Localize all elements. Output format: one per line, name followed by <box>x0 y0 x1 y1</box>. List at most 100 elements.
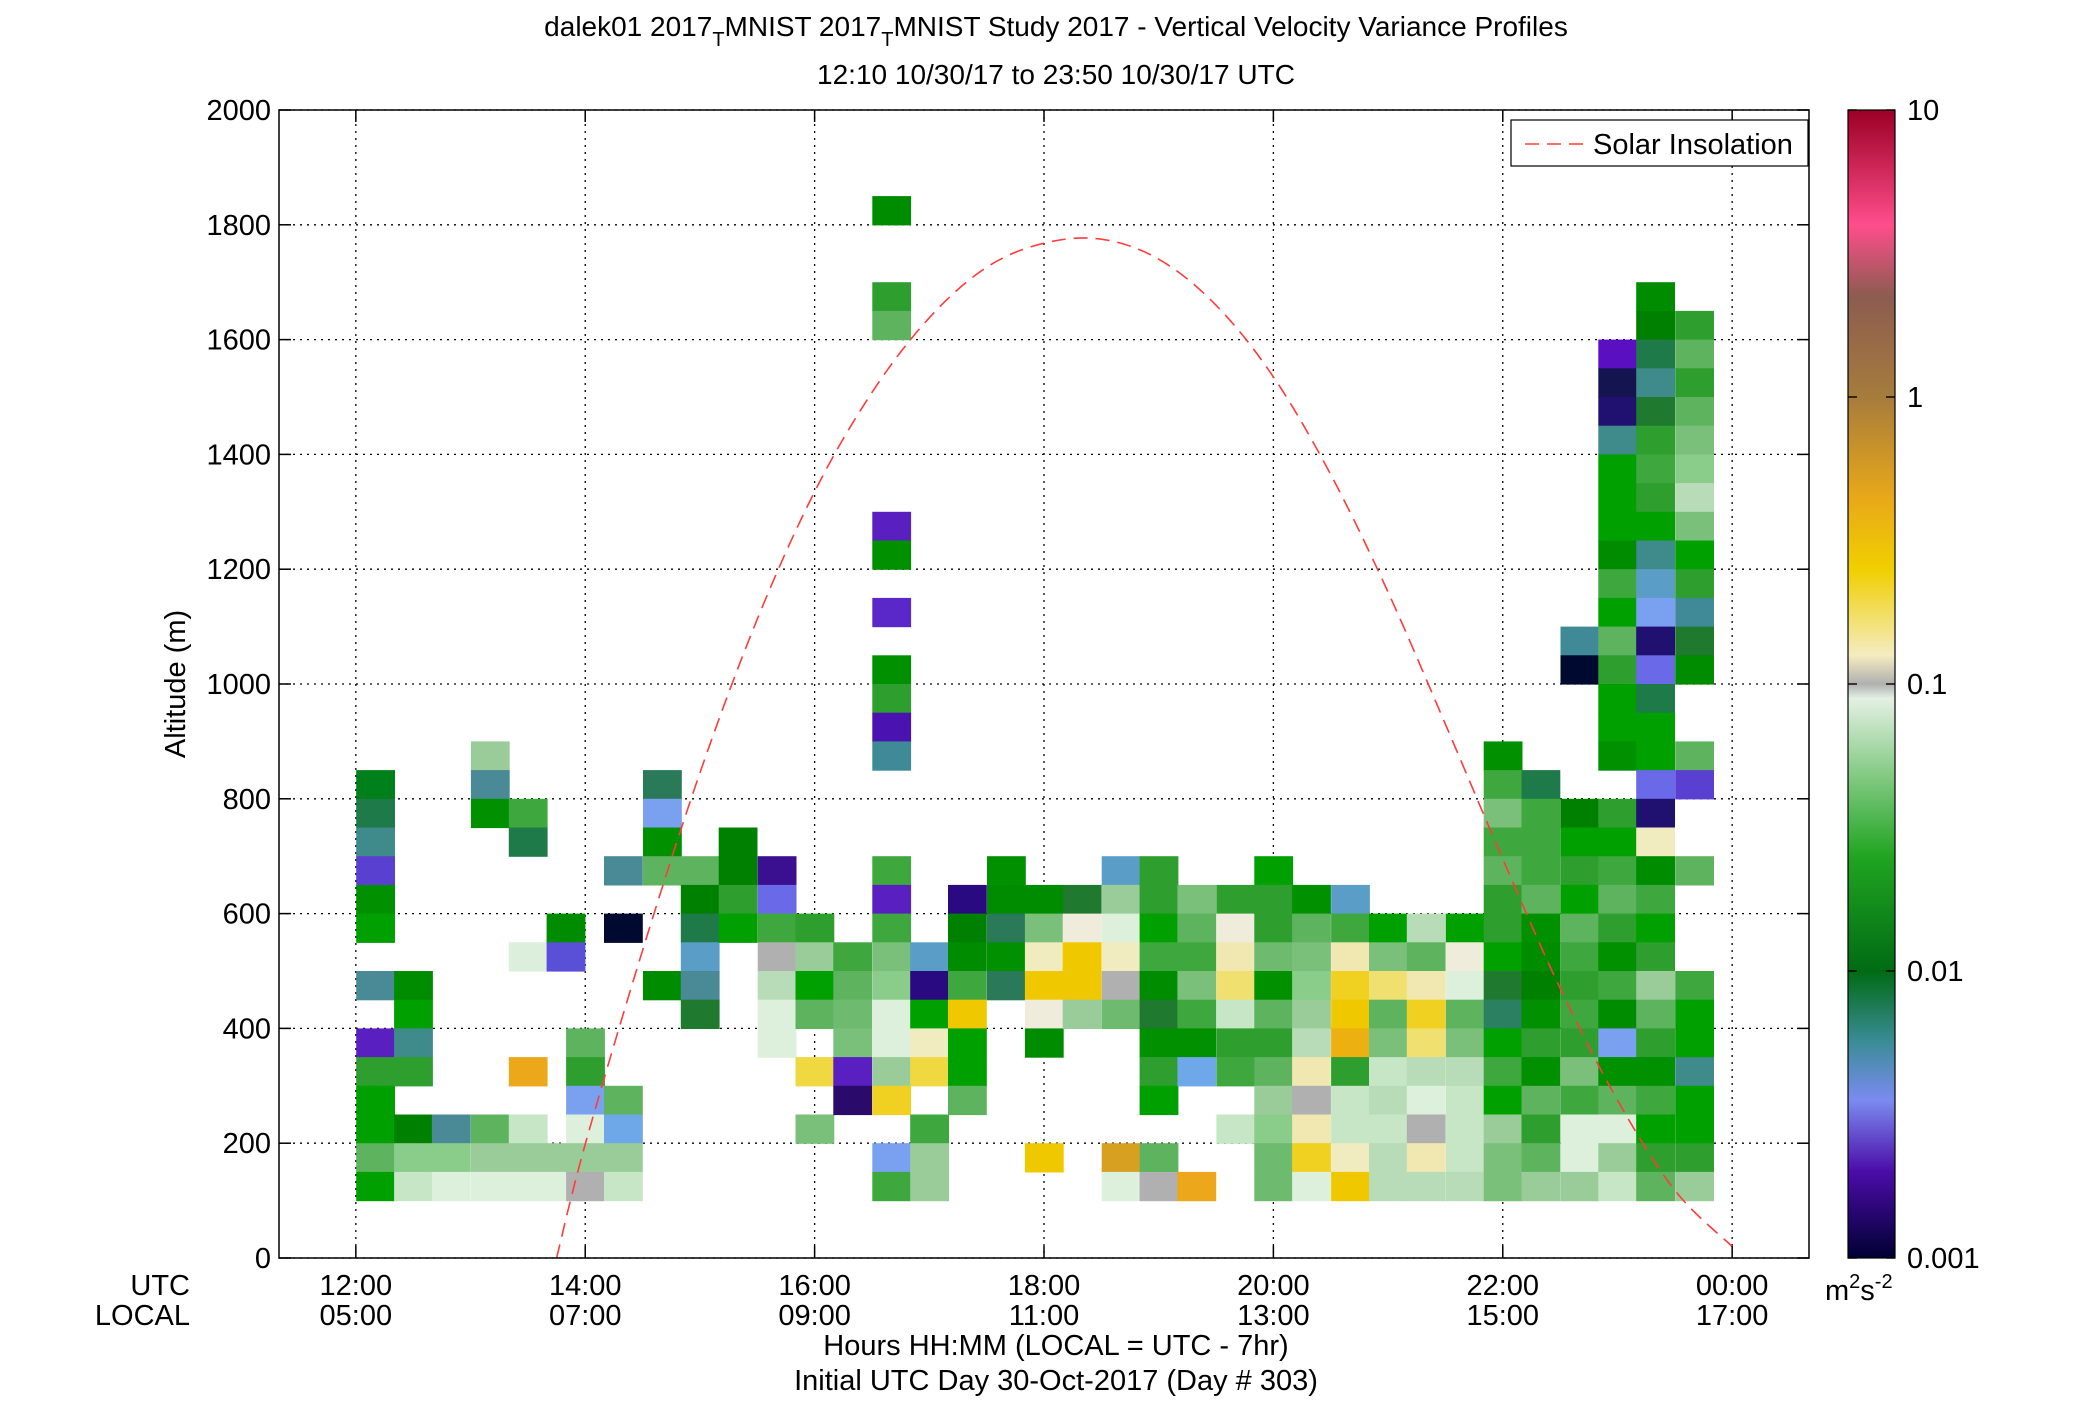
heatmap-cell <box>1062 999 1102 1029</box>
heatmap-cell <box>833 942 873 972</box>
heatmap-cell <box>1292 913 1331 943</box>
heatmap-cell <box>1483 1085 1523 1116</box>
heatmap-cell <box>1331 913 1370 943</box>
heatmap-cell <box>1521 1085 1561 1116</box>
heatmap-cell <box>795 913 835 943</box>
heatmap-cell <box>1177 1057 1217 1087</box>
heatmap-cell <box>356 770 395 800</box>
heatmap-cell <box>1292 884 1331 915</box>
x-tick-label-utc: 12:00 <box>320 1270 393 1302</box>
heatmap-cell <box>356 884 395 915</box>
heatmap-cell <box>1139 1028 1179 1058</box>
heatmap-cell <box>431 1171 471 1202</box>
x-row-name-local: LOCAL <box>95 1300 190 1332</box>
heatmap-cell <box>394 1028 433 1058</box>
heatmap-cell <box>1101 1143 1141 1173</box>
heatmap-cell <box>1598 597 1638 628</box>
heatmap-cell <box>910 1057 949 1087</box>
heatmap-cell <box>1598 1143 1638 1173</box>
heatmap-cell <box>833 1057 873 1087</box>
heatmap-cell <box>1598 827 1638 857</box>
heatmap-cell <box>1024 884 1064 915</box>
heatmap-cell <box>1406 999 1446 1029</box>
heatmap-cell <box>795 999 835 1029</box>
heatmap-cell <box>1024 1143 1064 1173</box>
heatmap-cell <box>1636 1085 1675 1116</box>
x-tick-label-utc: 14:00 <box>549 1270 622 1302</box>
heatmap-cell <box>1139 1057 1179 1087</box>
heatmap-cell <box>1560 626 1600 656</box>
heatmap-cell <box>1369 1057 1408 1087</box>
heatmap-cell <box>1292 1085 1331 1116</box>
y-tick-label: 200 <box>223 1128 271 1160</box>
heatmap-cell <box>872 1057 912 1087</box>
heatmap-cell <box>1254 1085 1294 1116</box>
heatmap-cell <box>1369 1114 1408 1144</box>
heatmap-cell <box>1636 999 1675 1029</box>
heatmap-cell <box>356 827 395 857</box>
heatmap-cell <box>1254 1028 1294 1058</box>
heatmap-cell <box>1406 913 1446 943</box>
heatmap-cell <box>1560 1057 1600 1087</box>
x-row-name-utc: UTC <box>130 1270 190 1302</box>
x-axis-label-line2: Initial UTC Day 30-Oct-2017 (Day # 303) <box>794 1365 1318 1397</box>
heatmap-cell <box>1062 884 1102 915</box>
heatmap-cell <box>795 1114 835 1144</box>
heatmap-cell <box>910 942 949 972</box>
heatmap-cell <box>1292 1171 1331 1202</box>
heatmap-cell <box>1598 684 1638 714</box>
heatmap-cell <box>1369 1085 1408 1116</box>
x-tick-label-local: 05:00 <box>320 1300 393 1332</box>
heatmap-cell <box>1216 1028 1256 1058</box>
heatmap-cell <box>1406 971 1446 1001</box>
heatmap-cell <box>1331 999 1370 1029</box>
heatmap-cell <box>1636 1143 1675 1173</box>
heatmap-cell <box>604 1085 643 1116</box>
heatmap-cell <box>1139 884 1179 915</box>
heatmap-cell <box>1177 999 1217 1029</box>
heatmap-cell <box>431 1143 471 1173</box>
heatmap-cell <box>1636 684 1675 714</box>
legend-label-solar: Solar Insolation <box>1593 129 1793 161</box>
heatmap-cell <box>356 1171 395 1202</box>
heatmap-cell <box>910 1171 949 1202</box>
heatmap-cell <box>1598 540 1638 570</box>
heatmap-cell <box>833 1028 873 1058</box>
heatmap-cell <box>566 1028 605 1058</box>
heatmap-cell <box>1331 1028 1370 1058</box>
heatmap-cell <box>1598 368 1638 398</box>
heatmap-cell <box>757 999 797 1029</box>
heatmap-cell <box>1521 1114 1561 1144</box>
heatmap-cell <box>1636 971 1675 1001</box>
heatmap-cell <box>356 798 395 829</box>
heatmap-cell <box>910 971 949 1001</box>
heatmap-cell <box>757 856 797 886</box>
legend-box <box>1510 119 1809 167</box>
y-tick-label: 400 <box>223 1013 271 1045</box>
heatmap-cell <box>1483 1057 1523 1087</box>
heatmap-cell <box>1521 770 1561 800</box>
heatmap-cell <box>1560 971 1600 1001</box>
heatmap-cell <box>1598 569 1638 599</box>
heatmap-cell <box>872 884 912 915</box>
heatmap-cell <box>1445 913 1485 943</box>
heatmap-cell <box>1675 999 1714 1029</box>
heatmap-cell <box>1598 454 1638 484</box>
heatmap-cell <box>1483 913 1523 943</box>
heatmap-cell <box>910 999 949 1029</box>
heatmap-cell <box>1331 1057 1370 1087</box>
heatmap-cell <box>1598 971 1638 1001</box>
heatmap-cell <box>1483 942 1523 972</box>
heatmap-cell <box>718 856 758 886</box>
heatmap-cell <box>680 999 720 1029</box>
heatmap-cell <box>1024 971 1064 1001</box>
heatmap-cell <box>1521 827 1561 857</box>
heatmap-cell <box>680 884 720 915</box>
heatmap-cell <box>948 1057 987 1087</box>
heatmap-cell <box>1598 798 1638 829</box>
heatmap-cell <box>1445 999 1485 1029</box>
heatmap-cell <box>1331 884 1370 915</box>
heatmap-cell <box>1139 942 1179 972</box>
heatmap-cell <box>1406 1143 1446 1173</box>
heatmap-cell <box>1675 310 1714 341</box>
